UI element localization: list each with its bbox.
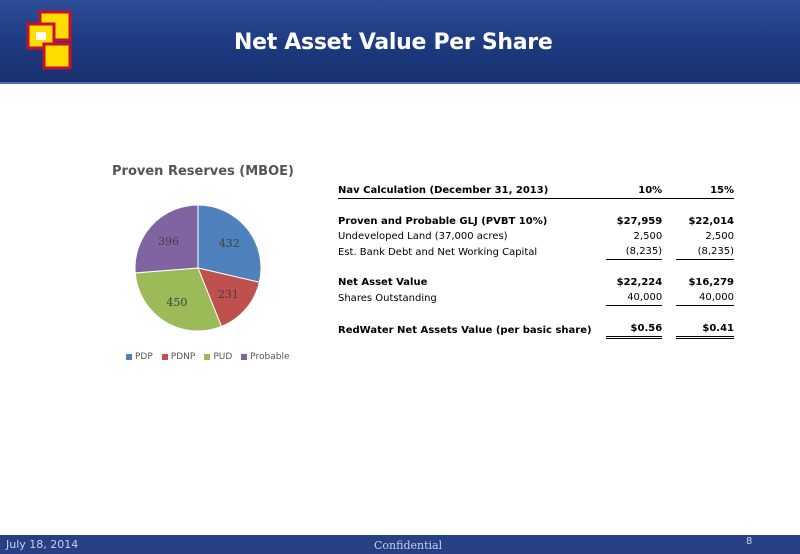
row-value-15pct: (8,235): [662, 244, 734, 260]
table-row: Shares Outstanding 40,000 40,000: [338, 290, 734, 306]
footer-bar: July 18, 2014 Confidential 8: [0, 535, 800, 554]
table-row: Proven and Probable GLJ (PVBT 10%) $27,9…: [338, 214, 734, 229]
table-spacer: [338, 199, 734, 215]
pie-data-label: 231: [218, 288, 239, 301]
row-label: Shares Outstanding: [338, 292, 437, 304]
chart-title: Proven Reserves (MBOE): [112, 164, 294, 179]
row-value: 40,000: [605, 290, 663, 306]
row-value-15pct: $0.41: [662, 321, 734, 339]
header-bar: Net Asset Value Per Share: [0, 0, 800, 84]
row-value-10pct: 40,000: [592, 290, 663, 306]
row-value-15pct: $16,279: [688, 277, 734, 288]
row-label: RedWater Net Assets Value (per basic sha…: [338, 324, 592, 336]
legend-label: PUD: [213, 352, 233, 362]
pie-data-label: 432: [219, 237, 240, 250]
legend-swatch: [241, 354, 248, 360]
footer-date: July 18, 2014: [6, 538, 79, 551]
pie-slice-pdnp: [197, 267, 260, 328]
table-row: Est. Bank Debt and Net Working Capital (…: [338, 244, 734, 260]
table-row: Net Asset Value $22,224 $16,279: [338, 275, 734, 290]
pie-slice-probable: [134, 204, 199, 274]
row-value-10pct: (8,235): [592, 244, 663, 260]
row-value: $0.56: [605, 321, 663, 339]
row-label: Proven and Probable GLJ (PVBT 10%): [338, 216, 548, 227]
legend-swatch: [161, 354, 168, 360]
legend-label: PDNP: [170, 352, 196, 362]
row-label: Undeveloped Land (37,000 acres): [338, 231, 508, 242]
legend-item-pdp: PDP: [126, 352, 153, 362]
row-value-15pct: $22,014: [688, 216, 734, 227]
legend-item-pud: PUD: [204, 352, 232, 362]
page-title: Net Asset Value Per Share: [234, 30, 553, 55]
row-value-10pct: $22,224: [616, 277, 663, 288]
table-header-row: Nav Calculation (December 31, 2013) 10% …: [338, 183, 734, 199]
row-value-10pct: $0.56: [592, 321, 663, 339]
pie-slice-pud: [134, 267, 223, 332]
table-header-15pct: 15%: [662, 183, 734, 199]
pie-slice-pdp: [197, 204, 262, 283]
table-row: RedWater Net Assets Value (per basic sha…: [338, 321, 734, 339]
row-value: 40,000: [676, 290, 734, 306]
row-value-10pct: $27,959: [616, 216, 663, 227]
row-value: (8,235): [605, 244, 663, 260]
row-value-15pct: 2,500: [705, 231, 734, 242]
row-value-10pct: 2,500: [633, 231, 663, 242]
legend-item-pdnp: PDNP: [161, 352, 196, 362]
row-value: (8,235): [676, 244, 734, 260]
legend-swatch: [126, 354, 132, 360]
table-header-10pct: 10%: [591, 183, 663, 199]
chart-legend: PDP PDNP PUD Probable: [126, 352, 290, 362]
row-label: Net Asset Value: [338, 277, 428, 288]
footer-confidential: Confidential: [374, 539, 443, 552]
page-number: 8: [746, 536, 753, 547]
nav-calculation-table: Nav Calculation (December 31, 2013) 10% …: [338, 183, 734, 339]
legend-label: PDP: [135, 352, 153, 362]
legend-label: Probable: [250, 352, 290, 362]
row-label: Est. Bank Debt and Net Working Capital: [338, 246, 538, 258]
table-spacer: [338, 260, 734, 275]
table-header-label: Nav Calculation (December 31, 2013): [338, 183, 592, 199]
table-spacer: [338, 306, 734, 321]
company-logo: [26, 10, 72, 70]
table-row: Undeveloped Land (37,000 acres) 2,500 2,…: [338, 229, 734, 244]
legend-swatch: [204, 354, 211, 360]
row-value-15pct: 40,000: [662, 290, 734, 306]
pie-data-label: 450: [166, 296, 187, 309]
legend-item-probable: Probable: [241, 352, 290, 362]
row-value: $0.41: [676, 321, 734, 339]
proven-reserves-pie-chart: 432 231 450 396: [134, 204, 262, 332]
pie-data-label: 396: [158, 235, 179, 248]
